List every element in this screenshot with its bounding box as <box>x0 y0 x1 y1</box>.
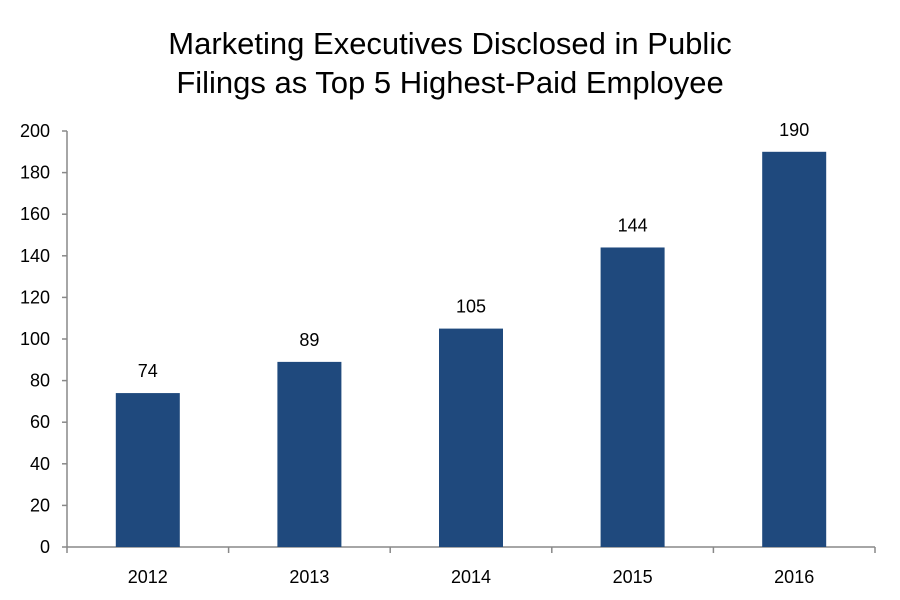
chart-title-line-2: Filings as Top 5 Highest-Paid Employee <box>176 65 724 100</box>
y-tick-label: 40 <box>30 454 50 474</box>
y-tick-label: 20 <box>30 495 50 515</box>
x-tick-label-2016: 2016 <box>774 567 814 587</box>
bar-2012 <box>115 393 180 547</box>
x-tick-label-2014: 2014 <box>451 567 491 587</box>
chart-title: Marketing Executives Disclosed in Public… <box>0 24 900 102</box>
y-tick-label: 200 <box>20 121 50 141</box>
chart-title-line-1: Marketing Executives Disclosed in Public <box>168 26 732 61</box>
data-label-2015: 144 <box>618 215 648 235</box>
bar-2015 <box>600 247 665 548</box>
data-label-2012: 74 <box>138 361 158 381</box>
x-tick-label-2015: 2015 <box>613 567 653 587</box>
y-tick-label: 60 <box>30 412 50 432</box>
data-label-2013: 89 <box>299 330 319 350</box>
bar-2014 <box>439 328 503 547</box>
y-tick-label: 80 <box>30 371 50 391</box>
data-label-2014: 105 <box>456 297 486 317</box>
bar-2013 <box>277 361 342 547</box>
data-label-2016: 190 <box>779 120 809 140</box>
y-tick-label: 100 <box>20 329 50 349</box>
bar-2016 <box>762 151 827 548</box>
y-tick-label: 120 <box>20 287 50 307</box>
y-tick-label: 160 <box>20 204 50 224</box>
x-tick-label-2013: 2013 <box>289 567 329 587</box>
y-tick-label: 180 <box>20 163 50 183</box>
y-tick-label: 140 <box>20 246 50 266</box>
x-tick-label-2012: 2012 <box>128 567 168 587</box>
y-tick-label: 0 <box>40 537 50 557</box>
